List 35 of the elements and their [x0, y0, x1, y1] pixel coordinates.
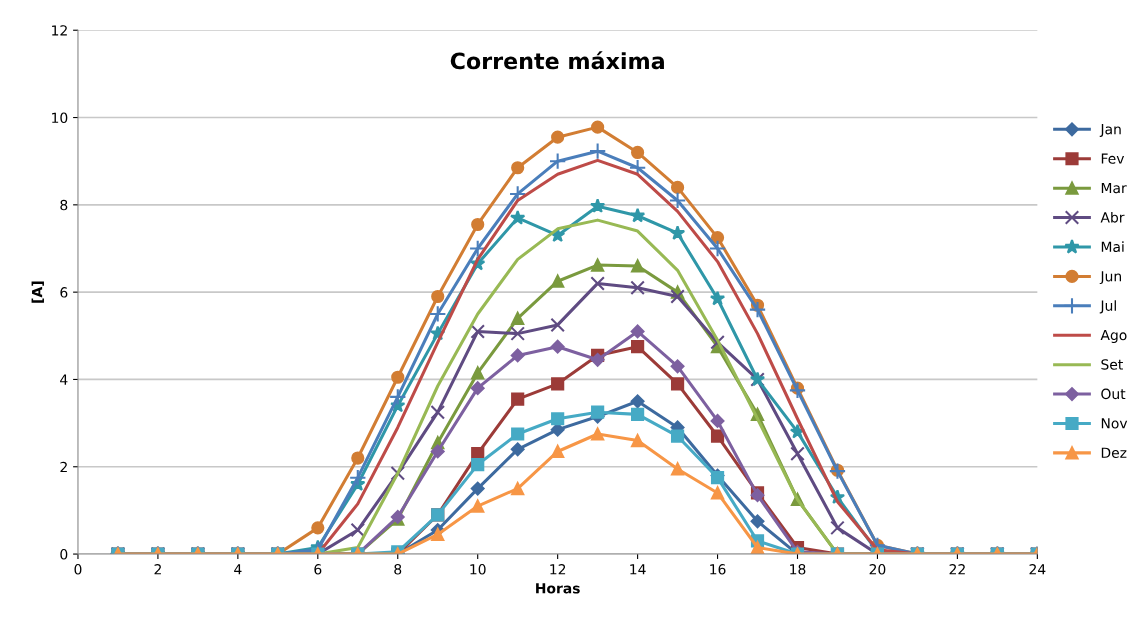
y-tick-label: 10: [52, 112, 68, 124]
legend-label: Abr: [1100, 211, 1125, 223]
y-tick-label: 0: [60, 549, 68, 560]
y-tick-label: 4: [60, 374, 68, 385]
x-tick-label: 16: [710, 564, 726, 575]
x-tick-label: 24: [1029, 564, 1046, 575]
x-tick-label: 10: [470, 564, 486, 575]
x-tick-label: 22: [949, 564, 965, 575]
x-tick-label: 20: [869, 564, 886, 575]
y-tick-label: 2: [60, 461, 67, 473]
x-tick-label: 18: [790, 564, 806, 575]
y-tick-label: 8: [60, 199, 68, 211]
x-tick-label: 2: [154, 564, 161, 575]
legend-label: Jan: [1099, 124, 1121, 137]
legend-label: Ago: [1100, 329, 1127, 343]
x-tick-label: 0: [74, 564, 82, 575]
legend-label: Fev: [1101, 153, 1125, 164]
y-tick-label: 12: [52, 25, 67, 36]
y-axis-title: [A]: [31, 281, 44, 303]
x-tick-label: 8: [394, 564, 402, 575]
y-tick-label: 6: [60, 287, 68, 298]
legend-label: Out: [1101, 388, 1126, 400]
legend-label: Nov: [1101, 418, 1128, 429]
legend-label: Mar: [1101, 182, 1127, 194]
x-tick-label: 6: [314, 564, 322, 575]
legend-label: Jul: [1099, 300, 1116, 314]
x-tick-label: 14: [630, 564, 646, 575]
legend-label: Dez: [1101, 447, 1127, 458]
x-tick-label: 12: [550, 564, 566, 575]
text: Corrente máxima: [450, 51, 664, 70]
x-tick-label: 4: [234, 564, 242, 575]
x-axis-title: Horas: [536, 583, 580, 594]
legend-label: Mai: [1101, 241, 1124, 253]
legend-label: Set: [1101, 359, 1123, 370]
legend-label: Jun: [1099, 271, 1121, 285]
